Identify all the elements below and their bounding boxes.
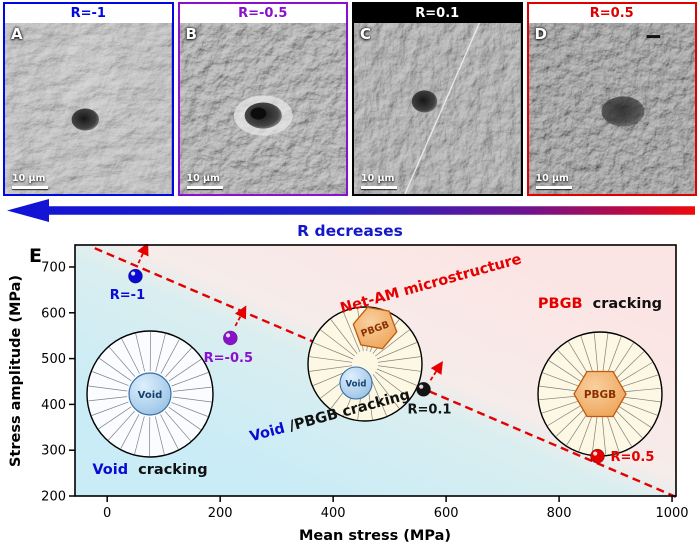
panel-e-letter: E — [29, 245, 42, 267]
panel-b-header: R=-0.5 — [179, 4, 346, 23]
sphere-highlight — [131, 271, 136, 276]
panel-d-micrograph: D 10 μm — [528, 23, 695, 194]
y-tick-label: 200 — [41, 490, 66, 505]
void-defect — [600, 96, 645, 127]
sem-panel-d: R=0.5 D 10 μm — [526, 2, 697, 196]
panel-d-scalebar: 10 μm — [535, 172, 572, 189]
radial-cracks — [539, 333, 661, 455]
panel-a-scalebar: 10 μm — [12, 172, 48, 189]
scalebar-label: 10 μm — [12, 172, 46, 184]
sem-panel-b: R=-0.5 B 10 μm — [177, 2, 348, 196]
sphere-highlight — [419, 384, 424, 389]
panel-a-letter: A — [11, 25, 23, 43]
schematic-void-pbgb-cracking: PBGB Void — [307, 306, 423, 422]
panel-c-header: R=0.1 — [354, 4, 521, 23]
y-tick-label: 500 — [41, 352, 66, 367]
scalebar-line — [535, 186, 572, 189]
trend-arrow — [429, 360, 443, 381]
void-defect — [411, 90, 438, 113]
y-tick-label: 400 — [41, 398, 66, 413]
y-tick-label: 300 — [41, 444, 66, 459]
sem-panel-c: R=0.1 C 10 μm — [352, 2, 523, 196]
sem-texture-a — [5, 23, 172, 194]
sem-panel-row: R=-1 A 10 μm R=-0.5 — [0, 0, 700, 196]
panel-c-r-label: R=0.1 — [415, 6, 460, 21]
panel-c-letter: C — [360, 25, 372, 43]
void-circle — [128, 372, 172, 416]
void-label: Void — [138, 390, 163, 401]
pbgb-hexagon — [573, 370, 627, 418]
sem-texture-d — [528, 23, 695, 194]
caption-void-cracking: Void cracking — [92, 462, 207, 478]
data-point — [590, 448, 605, 464]
scalebar-line — [361, 186, 397, 189]
x-tick-label: 200 — [208, 506, 233, 521]
void-label: Void — [346, 380, 367, 390]
panel-e: Void PBGB Void PBGB 0 200 400 600 800 1000 200… — [0, 244, 700, 544]
scalebar-label: 10 μm — [361, 172, 395, 184]
y-axis-title: Stress amplitude (MPa) — [8, 275, 24, 467]
scalebar-label: 10 μm — [186, 172, 220, 184]
panel-d-header: R=0.5 — [528, 4, 695, 23]
pbgb-label: PBGB — [584, 389, 616, 401]
panel-b-micrograph: B 10 μm — [179, 23, 346, 194]
point-label: R=0.1 — [408, 402, 452, 417]
x-tick-label: 600 — [434, 506, 459, 521]
void-circle — [339, 366, 373, 400]
point-label: R=-1 — [110, 288, 145, 303]
x-tick-label: 800 — [547, 506, 572, 521]
point-label: R=0.5 — [610, 450, 654, 465]
panel-a-header: R=-1 — [5, 4, 172, 23]
panel-d-r-label: R=0.5 — [589, 6, 634, 21]
plot-frame — [74, 244, 677, 497]
panel-c-scalebar: 10 μm — [361, 172, 397, 189]
schematic-chart: Void PBGB Void PBGB 0 200 400 600 800 1000 200… — [8, 244, 689, 544]
sphere-highlight — [225, 333, 231, 338]
caption-part-plain: cracking — [593, 296, 662, 312]
panel-b-letter: B — [185, 25, 197, 43]
trend-arrow — [234, 305, 247, 327]
x-tick-label: 400 — [321, 506, 346, 521]
panel-a-micrograph: A 10 μm — [5, 23, 172, 194]
sphere-highlight — [593, 451, 598, 456]
r-decreases-arrow-row: R decreases — [0, 198, 700, 244]
scalebar-line — [12, 186, 48, 189]
panel-c-micrograph: C 10 μm — [354, 23, 521, 194]
sem-texture-b — [179, 23, 346, 194]
panel-b-r-label: R=-0.5 — [238, 6, 288, 21]
chart-dynamic-layer: 0 200 400 600 800 1000 200 300 400 500 600 700 R=-1 R… — [41, 244, 689, 521]
scalebar-label: 10 μm — [535, 172, 569, 184]
point-label: R=-0.5 — [204, 351, 253, 366]
y-tick-label: 700 — [41, 260, 66, 275]
crack-line — [404, 23, 480, 194]
void-defect — [71, 108, 100, 131]
caption-part-colored: Void — [92, 462, 128, 478]
panel-a-r-label: R=-1 — [70, 6, 106, 21]
trend-arrow — [137, 244, 149, 264]
x-tick-label: 1000 — [655, 506, 688, 521]
radial-cracks — [88, 331, 212, 457]
scalebar-line — [186, 186, 223, 189]
panel-b-scalebar: 10 μm — [186, 172, 223, 189]
caption-part-plain: cracking — [138, 462, 207, 478]
caption-pbgb-cracking: PBGB cracking — [538, 296, 662, 312]
caption-part-colored: PBGB — [538, 296, 583, 312]
x-tick-label: 0 — [103, 506, 111, 521]
pbgb-hexagon — [352, 306, 398, 350]
sem-panel-a: R=-1 A 10 μm — [3, 2, 174, 196]
schematic-void-cracking: Void — [86, 330, 214, 458]
data-point — [128, 268, 143, 284]
data-point — [223, 330, 238, 346]
x-axis-title: Mean stress (MPa) — [299, 528, 451, 544]
r-decreases-label: R decreases — [297, 222, 403, 240]
panel-d-letter: D — [534, 25, 547, 43]
left-gradient-arrow-icon — [7, 199, 695, 222]
schematic-pbgb-cracking: PBGB — [537, 331, 663, 457]
sem-texture-c — [354, 23, 521, 194]
data-point — [416, 381, 431, 397]
y-tick-label: 600 — [41, 306, 66, 321]
